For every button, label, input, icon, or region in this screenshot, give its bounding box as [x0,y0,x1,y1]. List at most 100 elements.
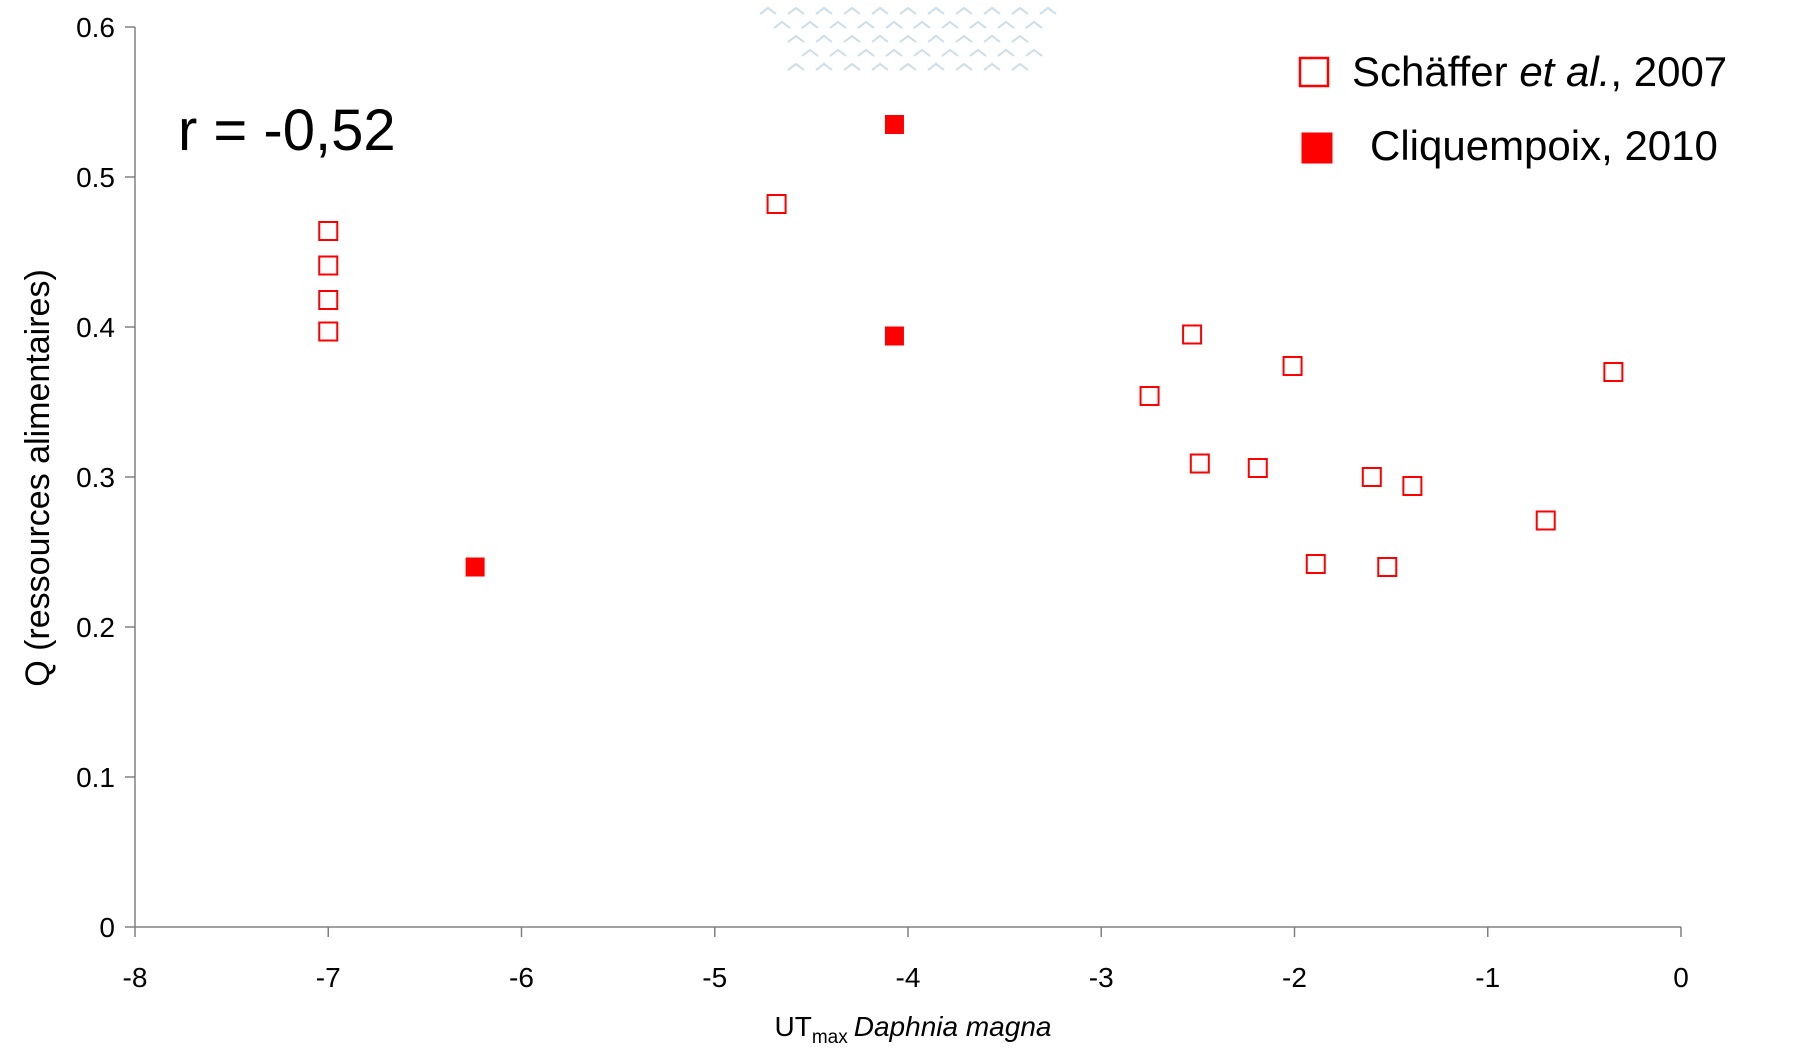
watermark-chevron [787,62,805,71]
watermark-chevron [815,62,833,71]
point-schaffer [318,255,339,276]
watermark-chevron [787,34,805,43]
watermark-chevron [829,20,847,29]
watermark-chevron [941,48,959,57]
x-tick-label: -4 [896,962,921,993]
watermark-chevron [955,6,973,15]
watermark-chevron [969,20,987,29]
watermark-chevron [857,48,875,57]
watermark-chevron [955,62,973,71]
point-schaffer [1377,557,1398,577]
watermark-chevron [899,34,917,43]
point-schaffer [318,321,339,342]
x-tick-label: -2 [1282,962,1307,993]
watermark-chevron [885,20,903,29]
y-tick-label: 0.4 [76,312,115,343]
watermark-chevron [983,6,1001,15]
watermark-chevron [787,6,805,15]
x-axis-label-italic: Daphnia magna [854,1011,1052,1042]
watermark-chevron [899,62,917,71]
x-tick-label: -1 [1475,962,1500,993]
watermark-chevron [759,6,777,15]
watermark-chevron [843,6,861,15]
point-schaffer [318,290,339,310]
correlation-annotation: r = -0,52 [178,98,396,163]
point-schaffer [1247,458,1268,478]
point-schaffer [1182,324,1203,345]
watermark-chevron [983,34,1001,43]
point-schaffer [1305,554,1326,574]
watermark-chevron [969,48,987,57]
legend-marker-cliquempoix [1301,132,1333,164]
point-cliquempoix [884,115,904,134]
legend-label-schaffer: Schäffer et al., 2007 [1352,48,1727,95]
point-cliquempoix [884,326,904,346]
point-schaffer [766,194,787,214]
watermark-chevron [997,20,1015,29]
watermark-chevron [1025,20,1043,29]
watermark-chevron [913,48,931,57]
x-tick-label: -8 [123,962,148,993]
watermark-chevron [913,20,931,29]
watermark-chevron [857,20,875,29]
watermark-chevron [983,62,1001,71]
y-tick-label: 0.6 [76,12,115,43]
y-tick-label: 0.1 [76,762,115,793]
watermark-chevron [829,48,847,57]
watermark-chevron [927,62,945,71]
x-axis-label: UTmax Daphnia magna [775,1011,1052,1044]
y-tick-label: 0 [99,912,115,943]
watermark-chevron [871,6,889,15]
watermark-chevron [801,48,819,57]
watermark-decoration [759,6,1057,71]
watermark-chevron [927,34,945,43]
watermark-chevron [871,34,889,43]
watermark-chevron [955,34,973,43]
watermark-chevron [1025,48,1043,57]
point-schaffer [1402,476,1423,496]
y-axis-ticks: 0 0.1 0.2 0.3 0.4 0.5 0.6 [76,12,135,943]
point-schaffer [1535,510,1556,531]
point-schaffer [1189,453,1210,474]
watermark-chevron [885,48,903,57]
y-tick-label: 0.5 [76,162,115,193]
watermark-chevron [815,34,833,43]
watermark-chevron [871,62,889,71]
point-schaffer [1361,467,1382,487]
legend-label-cliquempoix: Cliquempoix, 2010 [1370,122,1718,169]
y-tick-label: 0.2 [76,612,115,643]
watermark-chevron [773,20,791,29]
x-axis-label-subscript: max [812,1027,848,1044]
watermark-chevron [1011,34,1029,43]
watermark-chevron [843,62,861,71]
point-schaffer [1603,362,1624,382]
watermark-chevron [941,20,959,29]
watermark-chevron [801,20,819,29]
x-tick-label: -7 [316,962,341,993]
watermark-chevron [1011,6,1029,15]
legend: Schäffer et al., 2007 Cliquempoix, 2010 [1298,48,1727,169]
x-tick-label: 0 [1673,962,1689,993]
x-axis-label-main: UT [775,1011,812,1042]
watermark-chevron [997,48,1015,57]
point-schaffer [1282,356,1303,376]
watermark-chevron [815,6,833,15]
watermark-chevron [899,6,917,15]
watermark-chevron [843,34,861,43]
point-schaffer [1139,386,1160,406]
x-tick-label: -5 [702,962,727,993]
x-tick-label: -6 [509,962,534,993]
point-cliquempoix [465,557,485,577]
data-points [318,115,1624,577]
watermark-chevron [1039,6,1057,15]
point-schaffer [318,221,339,241]
y-tick-label: 0.3 [76,462,115,493]
legend-marker-schaffer [1298,56,1330,88]
x-tick-label: -3 [1089,962,1114,993]
x-axis-ticks: -8 -7 -6 -5 -4 -3 -2 -1 0 [123,927,1689,993]
watermark-chevron [1011,62,1029,71]
watermark-chevron [927,6,945,15]
y-axis-label: Q (ressources alimentaires) [19,269,57,687]
